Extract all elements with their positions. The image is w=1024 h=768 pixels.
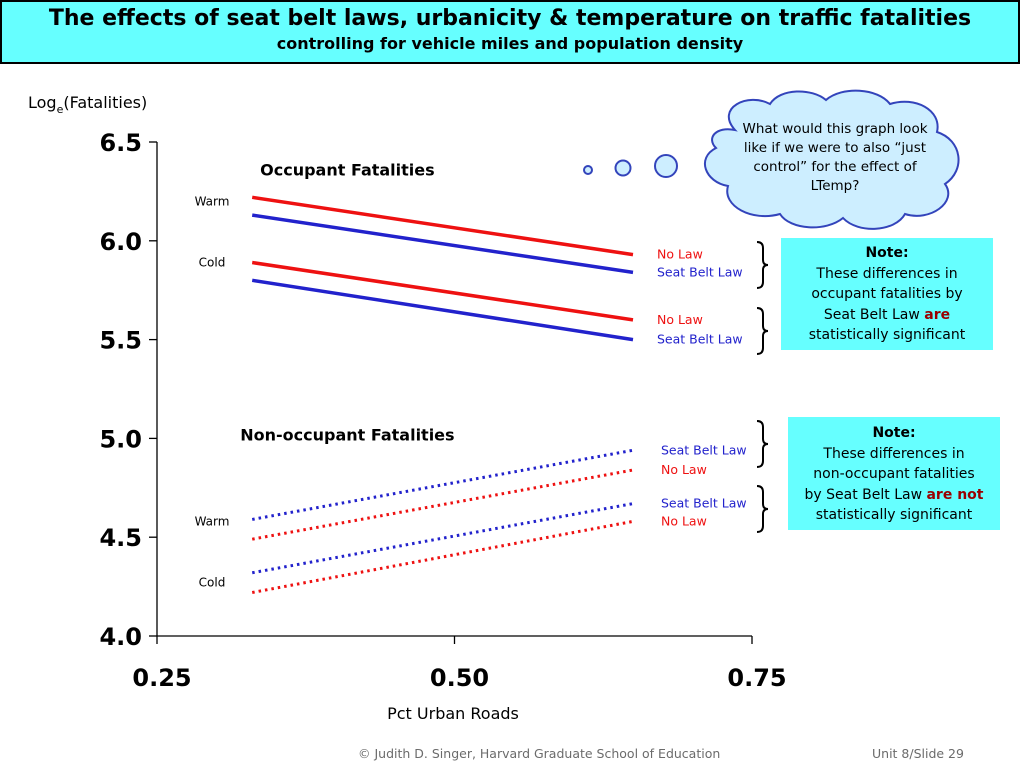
series-end-label: No Law: [657, 312, 703, 327]
x-tick-label: 0.25: [132, 664, 191, 692]
brace-nonoccupant-warm: [756, 420, 769, 468]
note-non-occupant-line-1: These differences in: [823, 445, 965, 462]
series-line: [251, 468, 634, 541]
footer-slide-number: Unit 8/Slide 29: [872, 746, 964, 761]
note-occupant-tail: statistically significant: [808, 327, 966, 343]
slide-title: The effects of seat belt laws, urbanicit…: [48, 6, 972, 31]
series-line: [251, 448, 634, 521]
note-non-occupant-line-3: by Seat Belt Law are not: [788, 485, 1000, 506]
series-end-label: No Law: [661, 462, 707, 477]
note-non-occupant-line-2: non-occupant fatalities: [813, 466, 975, 482]
series-end-label: Seat Belt Law: [657, 332, 743, 347]
temp-label: Warm: [195, 194, 230, 208]
thought-bubble-text: LTemp?: [811, 178, 860, 194]
y-tick-label: 6.5: [99, 129, 142, 157]
y-tick-label: 4.0: [99, 623, 142, 651]
note-occupant-head: Note:: [865, 245, 909, 261]
temp-label: Cold: [199, 256, 226, 270]
thought-bubble-text: What would this graph look: [742, 121, 927, 137]
x-axis-label: Pct Urban Roads: [387, 704, 519, 723]
y-tick-label: 4.5: [99, 524, 142, 552]
thought-dot-medium: [614, 159, 632, 177]
x-tick-label: 0.50: [430, 664, 489, 692]
note-occupant-line-1: These differences in: [816, 265, 958, 282]
note-non-occupant-head: Note:: [872, 425, 916, 441]
series-end-label: No Law: [661, 513, 707, 528]
note-occupant-line-3: Seat Belt Law are: [781, 305, 993, 326]
brace-occupant-cold: [756, 307, 769, 355]
thought-bubble-cloud: [704, 89, 960, 230]
y-tick-label: 5.0: [99, 425, 142, 453]
series-line: [251, 213, 634, 275]
slide-subtitle: controlling for vehicle miles and popula…: [276, 34, 744, 53]
thought-dot-large: [654, 154, 678, 178]
series-end-label: Seat Belt Law: [661, 496, 747, 511]
series-end-label: No Law: [657, 247, 703, 262]
y-tick-label: 6.0: [99, 228, 142, 256]
note-non-occupant-prefix: by Seat Belt Law: [804, 486, 927, 503]
series-line: [251, 519, 634, 595]
note-occupant-line-2: occupant fatalities by: [811, 286, 963, 302]
series-end-label: Seat Belt Law: [661, 442, 747, 457]
series-line: [251, 260, 634, 322]
thought-dot-small: [583, 165, 593, 175]
title-banner: The effects of seat belt laws, urbanicit…: [0, 0, 1020, 64]
note-occupant: Note: These differences in occupant fata…: [781, 238, 993, 350]
x-tick-label: 0.75: [727, 664, 786, 692]
note-occupant-prefix: Seat Belt Law: [823, 306, 925, 323]
series-line: [251, 278, 634, 342]
series-line: [251, 502, 634, 575]
brace-occupant-warm: [756, 241, 769, 289]
series-line: [251, 195, 634, 257]
footer-credit: © Judith D. Singer, Harvard Graduate Sch…: [358, 746, 721, 761]
temp-label: Cold: [199, 576, 226, 590]
note-non-occupant-tail: statistically significant: [815, 507, 973, 523]
thought-bubble-text: like if we were to also “just: [744, 140, 926, 156]
temp-label: Warm: [195, 514, 230, 528]
brace-nonoccupant-cold: [756, 485, 769, 533]
series-end-label: Seat Belt Law: [657, 264, 743, 279]
group-label: Non-occupant Fatalities: [240, 425, 454, 444]
group-label: Occupant Fatalities: [260, 161, 435, 180]
y-axis-label: Loge(Fatalities): [28, 93, 147, 116]
note-occupant-highlight: are: [924, 306, 951, 323]
note-non-occupant-highlight: are not: [926, 486, 984, 503]
thought-bubble-text: control” for the effect of: [753, 159, 918, 175]
y-tick-label: 5.5: [99, 327, 142, 355]
note-non-occupant: Note: These differences in non-occupant …: [788, 417, 1000, 530]
